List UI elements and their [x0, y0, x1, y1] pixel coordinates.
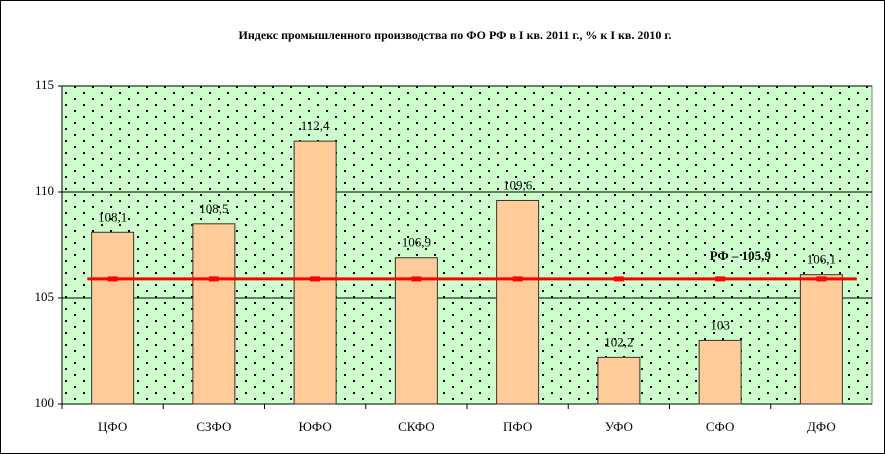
reference-marker: [512, 276, 523, 282]
bar: [394, 257, 438, 405]
bar: [698, 339, 742, 405]
x-tick-label: ДФО: [807, 419, 836, 434]
x-tick-label: СФО: [706, 419, 735, 434]
reference-marker: [107, 276, 118, 282]
x-tick-label: СКФО: [398, 419, 435, 434]
plot-area: [61, 85, 873, 405]
reference-label: РФ – 105,9: [710, 248, 772, 263]
x-tick-label: ЦФО: [98, 419, 127, 434]
bar: [192, 223, 236, 405]
value-label: 112,4: [301, 118, 330, 133]
reference-marker: [411, 276, 422, 282]
bar: [597, 356, 641, 405]
y-tick-label: 115: [35, 77, 54, 92]
value-label: 103: [710, 317, 730, 332]
reference-marker: [208, 276, 219, 282]
value-label: 109,6: [503, 177, 533, 192]
bar: [91, 231, 135, 405]
value-label: 108,5: [199, 201, 228, 216]
x-tick-label: УФО: [605, 419, 633, 434]
value-label: 102,2: [604, 334, 633, 349]
x-tick-label: ЮФО: [299, 419, 332, 434]
bar: [799, 274, 843, 405]
bar: [293, 140, 337, 405]
reference-marker: [310, 276, 321, 282]
value-label: 106,1: [807, 252, 836, 267]
y-tick-label: 105: [35, 289, 55, 304]
y-tick-label: 110: [35, 183, 54, 198]
x-tick-label: СЗФО: [196, 419, 231, 434]
x-tick-label: ПФО: [503, 419, 532, 434]
bar: [496, 199, 540, 405]
y-tick-label: 100: [35, 395, 55, 410]
reference-marker: [613, 276, 624, 282]
reference-marker: [816, 276, 827, 282]
value-label: 106,9: [402, 235, 431, 250]
reference-marker: [715, 276, 726, 282]
value-label: 108,1: [98, 209, 127, 224]
chart-title: Индекс промышленного производства по ФО …: [239, 28, 672, 42]
